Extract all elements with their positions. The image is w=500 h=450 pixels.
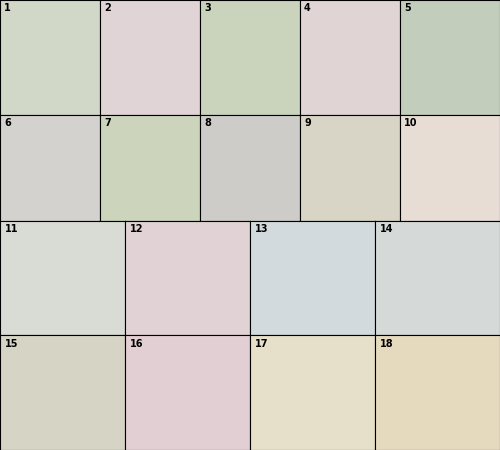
Text: 4: 4	[304, 4, 311, 13]
Text: 11: 11	[5, 224, 18, 234]
Text: 16: 16	[130, 339, 143, 349]
Text: 1: 1	[4, 4, 11, 13]
Text: 10: 10	[404, 118, 417, 128]
Text: 3: 3	[204, 4, 211, 13]
Text: 18: 18	[380, 339, 394, 349]
Text: 9: 9	[304, 118, 311, 128]
Text: 12: 12	[130, 224, 143, 234]
Text: 2: 2	[104, 4, 111, 13]
Text: 17: 17	[255, 339, 268, 349]
Text: 7: 7	[104, 118, 111, 128]
Text: 6: 6	[4, 118, 11, 128]
Text: 14: 14	[380, 224, 394, 234]
Text: 15: 15	[5, 339, 18, 349]
Text: 8: 8	[204, 118, 211, 128]
Text: 5: 5	[404, 4, 411, 13]
Text: 13: 13	[255, 224, 268, 234]
